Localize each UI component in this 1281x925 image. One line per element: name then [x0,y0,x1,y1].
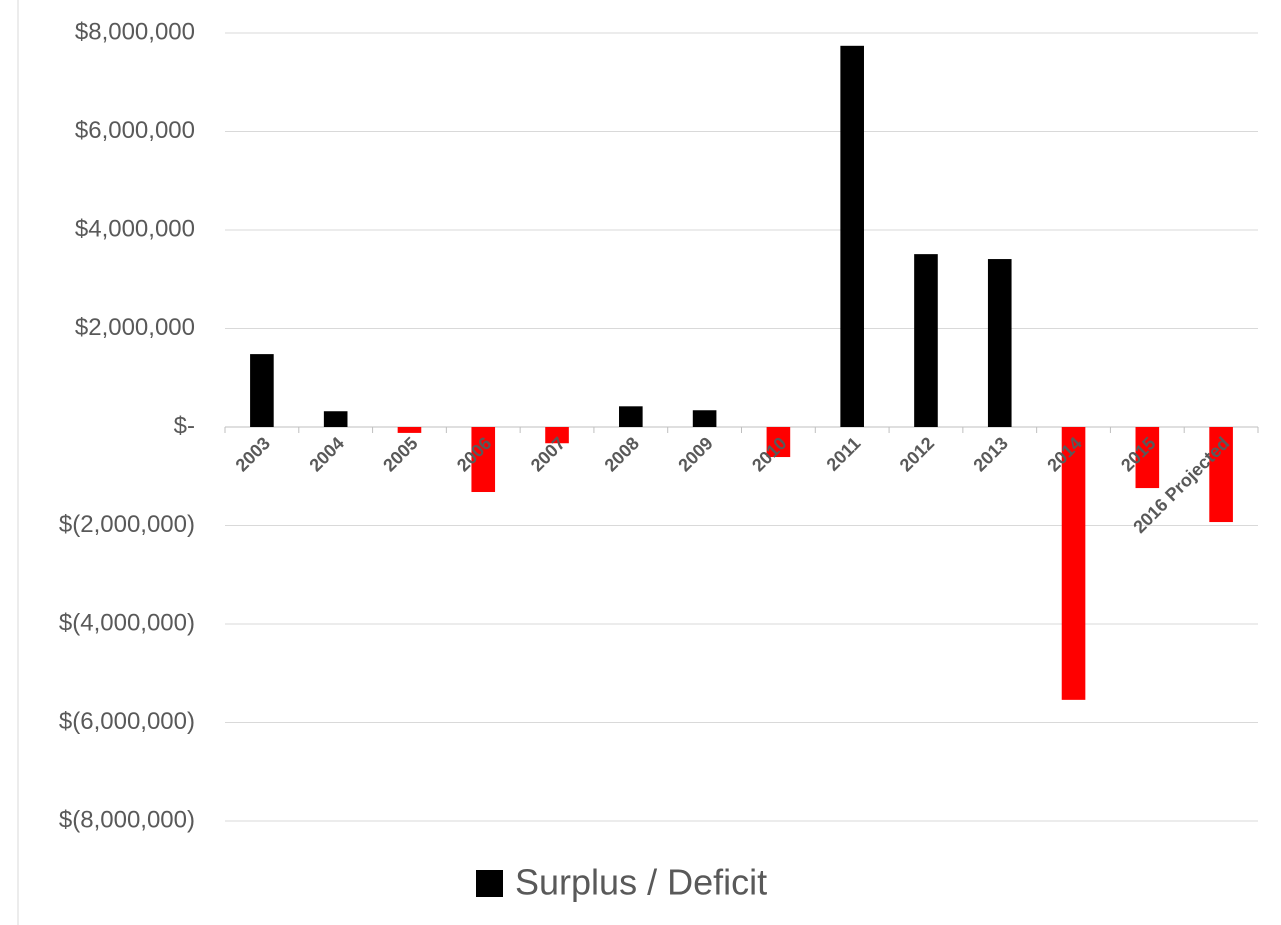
bar [840,45,864,428]
y-tick-label: $2,000,000 [75,314,195,341]
bar [766,427,791,458]
legend-label: Surplus / Deficit [515,862,767,903]
bar [323,411,348,427]
bar [1061,427,1086,700]
x-tick-label: 2011 [823,433,865,475]
y-tick-label: $(6,000,000) [59,708,195,735]
bar [471,427,496,493]
y-tick-label: $(4,000,000) [59,609,195,636]
x-tick-label: 2012 [896,433,938,475]
y-tick-label: $6,000,000 [75,117,195,144]
x-tick-label: 2013 [969,433,1011,475]
y-tick-label: $4,000,000 [75,215,195,242]
y-tick-label: $(8,000,000) [59,806,195,833]
bar [545,427,569,444]
y-tick-label: $8,000,000 [75,18,195,45]
bar [692,410,717,427]
x-tick-label: 2003 [232,433,274,475]
bar [397,427,422,433]
x-tick-label: 2004 [305,433,347,475]
y-tick-label: $- [174,412,195,439]
bar [1135,427,1160,489]
bar [1209,427,1233,523]
bar [619,406,643,427]
bar [914,254,938,427]
bar [987,259,1012,427]
legend-swatch [476,870,503,897]
y-tick-label: $(2,000,000) [59,511,195,538]
x-tick-label: 2009 [674,433,716,475]
bar [250,354,274,427]
x-tick-label: 2005 [379,433,421,475]
x-tick-label: 2008 [601,433,643,475]
